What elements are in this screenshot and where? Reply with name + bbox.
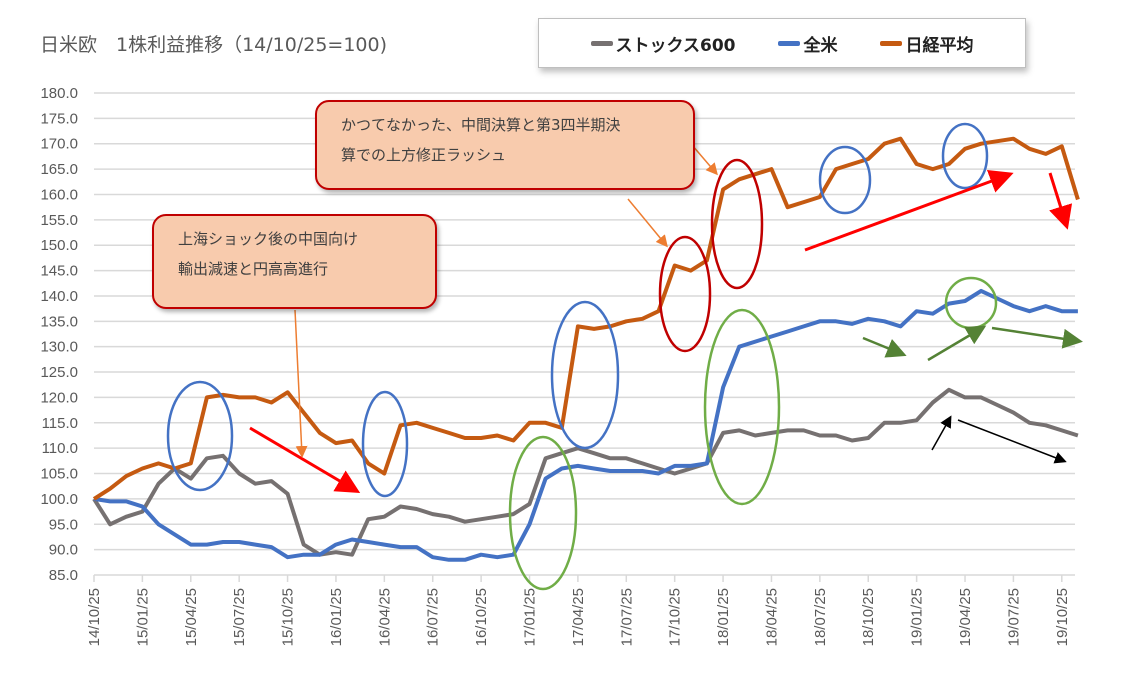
- legend-item-stoxx: ストックス600: [590, 31, 736, 56]
- annotation-line: 算での上方修正ラッシュ: [341, 146, 507, 164]
- y-tick-label: 130.0: [40, 339, 78, 356]
- annotation-shanghai: 上海ショック後の中国向け 輸出減速と円高高進行: [152, 214, 437, 309]
- highlight-ellipse: [550, 300, 620, 450]
- highlight-ellipse: [361, 390, 409, 498]
- x-tick-label: 19/10/25: [1054, 588, 1071, 646]
- x-tick-label: 18/10/25: [860, 588, 877, 646]
- x-tick-label: 15/10/25: [280, 588, 297, 646]
- y-tick-label: 110.0: [42, 440, 78, 457]
- y-tick-label: 100.0: [40, 491, 78, 508]
- trend-arrow-orange: [691, 144, 718, 176]
- legend-label: 日経平均: [905, 35, 974, 56]
- trend-arrow-orange: [294, 309, 308, 458]
- x-tick-label: 17/01/25: [522, 588, 539, 646]
- x-tick-label: 16/04/25: [376, 588, 393, 646]
- y-tick-label: 105.0: [40, 466, 78, 483]
- trend-arrow-black: [957, 419, 1067, 464]
- legend-label: ストックス600: [615, 35, 736, 56]
- trend-arrow-orange: [627, 198, 668, 248]
- y-tick-label: 140.0: [40, 288, 78, 305]
- trend-arrow-red: [1048, 172, 1073, 230]
- x-tick-label: 18/07/25: [812, 588, 829, 646]
- x-tick-label: 19/07/25: [1005, 588, 1022, 646]
- y-tick-label: 180.0: [40, 85, 78, 102]
- x-tick-label: 15/01/25: [134, 588, 151, 646]
- x-tick-label: 15/07/25: [231, 588, 248, 646]
- y-tick-label: 155.0: [40, 212, 78, 229]
- x-tick-label: 17/10/25: [667, 588, 684, 646]
- highlight-ellipse: [166, 380, 234, 492]
- y-tick-label: 175.0: [40, 110, 78, 127]
- y-tick-label: 115.0: [42, 415, 78, 432]
- y-tick-label: 165.0: [40, 161, 78, 178]
- x-tick-label: 17/07/25: [618, 588, 635, 646]
- legend-swatch: [590, 40, 613, 46]
- highlight-ellipse: [658, 235, 712, 353]
- trend-arrow-green: [991, 326, 1083, 349]
- x-tick-label: 14/10/25: [86, 588, 103, 646]
- x-tick-label: 16/07/25: [425, 588, 442, 646]
- legend-swatch: [880, 40, 903, 46]
- annotation-line: かつてなかった、中間決算と第3四半期決: [341, 116, 621, 134]
- y-tick-label: 135.0: [40, 313, 78, 330]
- chart-title: 日米欧 1株利益推移（14/10/25=100): [40, 34, 388, 56]
- y-tick-label: 145.0: [40, 263, 78, 280]
- x-tick-label: 15/04/25: [183, 588, 200, 646]
- highlight-ellipse: [703, 308, 781, 506]
- y-tick-label: 125.0: [40, 364, 78, 381]
- trend-arrow-black: [931, 415, 952, 451]
- y-tick-label: 160.0: [40, 186, 78, 203]
- trend-arrow-red: [804, 169, 1014, 252]
- x-tick-label: 19/04/25: [957, 588, 974, 646]
- legend: ストックス600 全米 日経平均: [538, 18, 1026, 68]
- highlight-ellipse: [941, 122, 989, 190]
- y-tick-label: 120.0: [40, 389, 78, 406]
- x-tick-label: 19/01/25: [909, 588, 926, 646]
- y-tick-label: 150.0: [40, 237, 78, 254]
- trend-arrow-red: [249, 426, 361, 494]
- trend-arrow-green: [927, 325, 987, 362]
- x-tick-label: 18/04/25: [763, 588, 780, 646]
- x-tick-label: 16/01/25: [328, 588, 345, 646]
- highlight-ellipse: [818, 145, 872, 215]
- legend-item-us: 全米: [778, 31, 837, 56]
- series-line-stoxx600: [92, 387, 1079, 557]
- annotation-upward-revisions: かつてなかった、中間決算と第3四半期決 算での上方修正ラッシュ: [315, 100, 695, 190]
- highlight-ellipse: [710, 158, 764, 290]
- legend-item-nikkei: 日経平均: [880, 31, 973, 56]
- y-tick-label: 90.0: [49, 542, 78, 559]
- annotation-line: 上海ショック後の中国向け: [178, 230, 359, 248]
- series-line-us: [93, 288, 1078, 562]
- x-tick-label: 16/10/25: [473, 588, 490, 646]
- legend-label: 全米: [803, 35, 838, 56]
- y-tick-label: 95.0: [49, 516, 78, 533]
- y-tick-label: 85.0: [49, 567, 78, 584]
- x-tick-label: 18/01/25: [715, 588, 732, 646]
- trend-arrow-green: [862, 336, 907, 358]
- series-line-nikkei: [92, 136, 1080, 501]
- x-tick-label: 17/04/25: [570, 588, 587, 646]
- annotation-line: 輸出減速と円高高進行: [178, 260, 329, 278]
- y-tick-label: 170.0: [40, 136, 78, 153]
- legend-swatch: [778, 40, 801, 46]
- highlight-ellipse: [508, 435, 578, 591]
